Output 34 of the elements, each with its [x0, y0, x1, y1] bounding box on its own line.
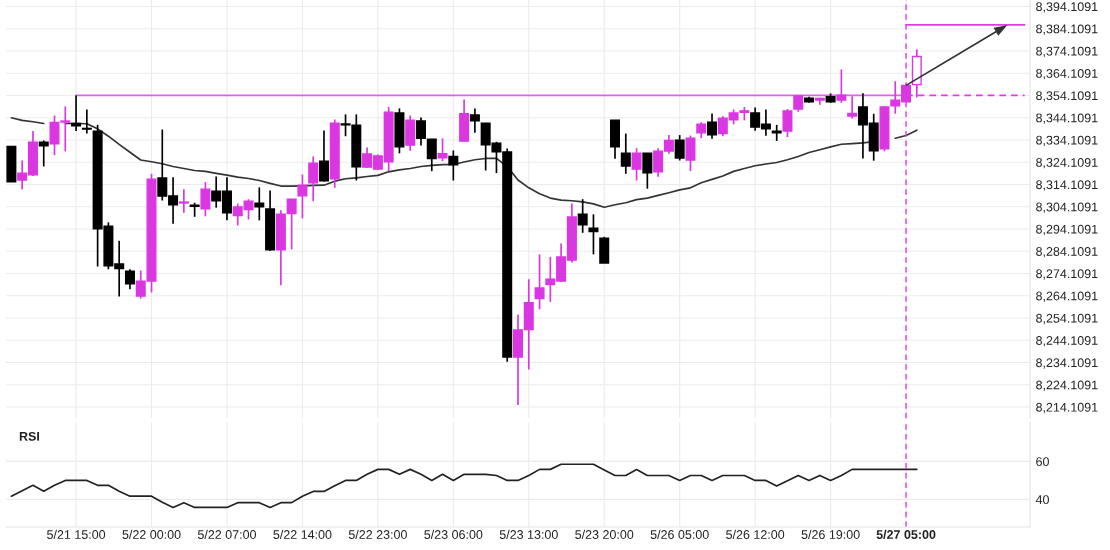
- y-tick-label: 8,264.1091: [1036, 291, 1098, 302]
- y-tick-label: 8,244.1091: [1036, 336, 1098, 347]
- y-tick-label: 8,214.1091: [1036, 402, 1098, 414]
- x-tick-label: 5/22 07:00: [197, 529, 257, 539]
- x-tick-label: 5/26 05:00: [650, 529, 709, 539]
- y-tick-label: 8,374.1091: [1036, 46, 1098, 58]
- y-tick-label: 8,254.1091: [1036, 313, 1098, 325]
- y-tick-label: 8,224.1091: [1036, 380, 1098, 391]
- x-tick-label: 5/26 19:00: [801, 529, 860, 539]
- y-tick-label: 40: [1035, 495, 1049, 505]
- y-tick-label: 8,294.1091: [1036, 224, 1098, 236]
- y-tick-label: 8,394.1091: [1036, 2, 1098, 13]
- text: RSI: [19, 431, 39, 441]
- y-tick-label: 60: [1036, 457, 1049, 467]
- x-tick-label: 5/22 00:00: [122, 529, 181, 539]
- x-tick-label: 5/23 06:00: [424, 529, 483, 539]
- y-tick-label: 8,234.1091: [1036, 358, 1098, 369]
- y-tick-label: 8,274.1091: [1036, 269, 1098, 280]
- x-tick-label: 5/22 23:00: [348, 529, 407, 539]
- y-tick-label: 8,304.1091: [1036, 202, 1098, 213]
- y-tick-label: 8,344.1091: [1036, 113, 1098, 124]
- y-tick-label: 8,364.1091: [1036, 69, 1098, 80]
- x-tick-label: 5/22 14:00: [273, 529, 332, 539]
- y-tick-label: 8,384.1091: [1036, 24, 1098, 35]
- x-tick-label: 5/23 13:00: [499, 529, 558, 539]
- y-tick-label: 8,284.1091: [1036, 247, 1098, 258]
- y-tick-label: 8,314.1091: [1036, 180, 1098, 191]
- x-tick-label: 5/23 20:00: [575, 529, 634, 539]
- x-tick-label: 5/27 05:00: [876, 529, 936, 540]
- y-tick-label: 8,354.1091: [1036, 91, 1098, 102]
- y-tick-label: 8,324.1091: [1036, 158, 1098, 169]
- x-tick-label: 5/26 12:00: [726, 529, 785, 539]
- x-tick-label: 5/21 15:00: [47, 529, 106, 539]
- y-tick-label: 8,334.1091: [1036, 135, 1098, 147]
